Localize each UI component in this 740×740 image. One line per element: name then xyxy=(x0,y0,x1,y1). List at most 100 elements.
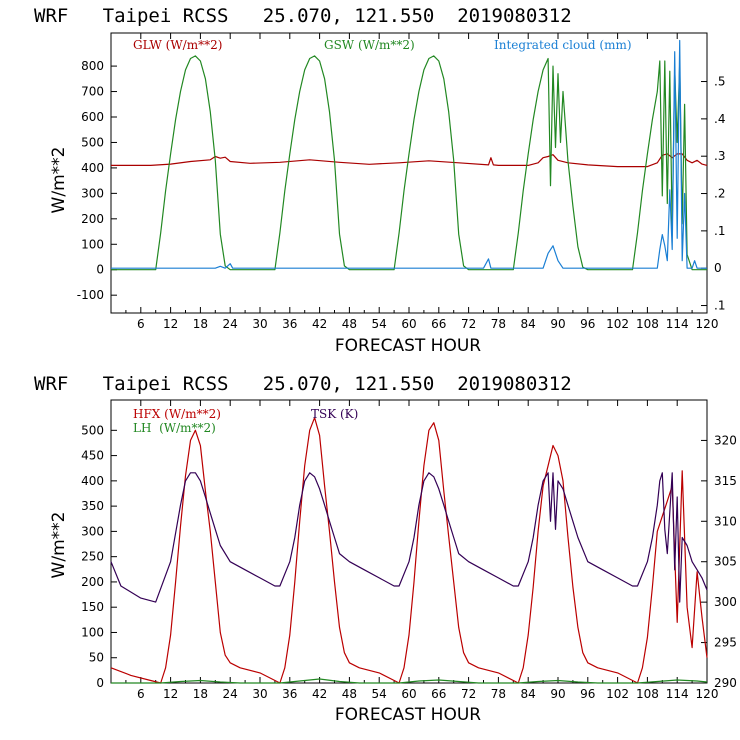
x-tick-label: 54 xyxy=(372,687,387,701)
x-tick-label: 60 xyxy=(401,687,416,701)
chart-2-legend-tsk: TSK (K) xyxy=(311,407,358,421)
x-tick-label: 24 xyxy=(223,317,238,331)
y2-tick-label: 315 xyxy=(714,474,737,488)
x-tick-label: 66 xyxy=(431,687,446,701)
chart-1-x-label: FORECAST HOUR xyxy=(335,336,481,356)
x-tick-label: 114 xyxy=(666,317,689,331)
chart-1-series xyxy=(111,39,708,271)
x-tick-label: 84 xyxy=(521,687,536,701)
x-tick-label: 120 xyxy=(696,317,719,331)
y2-tick-label: .1 xyxy=(714,224,725,238)
x-tick-label: 102 xyxy=(606,317,629,331)
chart-2-y-label: W/m**2 xyxy=(49,512,69,579)
y-tick-label: 700 xyxy=(81,85,104,99)
chart-1-y-axis: -100 0 100 200 300 400 500 600 700 800 xyxy=(77,59,117,302)
x-tick-label: 12 xyxy=(163,317,178,331)
x-tick-label: 78 xyxy=(491,317,506,331)
x-tick-label: 12 xyxy=(163,687,178,701)
y-tick-label: 150 xyxy=(81,600,104,614)
y2-tick-label: .2 xyxy=(714,187,725,201)
chart-2-y2-axis: 290 295 300 305 310 315 320 xyxy=(701,433,737,690)
y-tick-label: 300 xyxy=(81,524,104,538)
x-tick-label: 108 xyxy=(636,317,659,331)
x-tick-label: 120 xyxy=(696,687,719,701)
x-tick-label: 18 xyxy=(193,687,208,701)
chart-2-y-axis: 0 50 100 150 200 250 300 350 400 450 500 xyxy=(81,423,117,690)
y2-tick-label: 295 xyxy=(714,636,737,650)
x-tick-label: 96 xyxy=(580,687,595,701)
series-line-integrated-cloud-mm xyxy=(111,39,707,269)
x-tick-label: 102 xyxy=(606,687,629,701)
chart-2-legend-lh: LH (W/m**2) xyxy=(133,421,216,435)
y-tick-label: -100 xyxy=(77,288,104,302)
chart-1-legend-gsw: GSW (W/m**2) xyxy=(324,38,415,52)
y-tick-label: 400 xyxy=(81,161,104,175)
y-tick-label: 350 xyxy=(81,499,104,513)
chart-1-legend-cloud: Integrated cloud (mm) xyxy=(494,38,632,52)
y2-tick-label: .4 xyxy=(714,112,725,126)
x-tick-label: 66 xyxy=(431,317,446,331)
y-tick-label: 0 xyxy=(96,263,104,277)
series-line-lh-w-m xyxy=(111,678,708,684)
chart-1-plot-frame xyxy=(110,32,708,314)
x-tick-label: 6 xyxy=(137,687,145,701)
x-tick-label: 36 xyxy=(282,317,297,331)
x-tick-label: 30 xyxy=(252,687,267,701)
x-tick-label: 114 xyxy=(666,687,689,701)
series-line-gsw-w-m xyxy=(111,55,707,271)
x-tick-label: 96 xyxy=(580,317,595,331)
chart-2-x-label: FORECAST HOUR xyxy=(335,705,481,725)
chart-2-legend-hfx: HFX (W/m**2) xyxy=(133,407,221,421)
x-tick-label: 42 xyxy=(312,317,327,331)
x-tick-label: 108 xyxy=(636,687,659,701)
x-tick-label: 90 xyxy=(550,687,565,701)
x-tick-label: 48 xyxy=(342,317,357,331)
chart-1-x-axis: 6 12 18 24 30 36 42 48 54 60 66 72 78 84 90 96 102 108 114… xyxy=(125,33,719,331)
x-tick-label: 84 xyxy=(521,317,536,331)
y2-tick-label: .5 xyxy=(714,75,725,89)
y-tick-label: 800 xyxy=(81,59,104,73)
chart-1-y2-axis: .1 0 .1 .2 .3 .4 .5 xyxy=(701,75,725,313)
y-tick-label: 200 xyxy=(81,212,104,226)
y-tick-label: 50 xyxy=(89,651,104,665)
series-line-hfx-w-m xyxy=(110,417,708,684)
y-tick-label: 450 xyxy=(81,449,104,463)
y2-tick-label: 300 xyxy=(714,595,737,609)
chart-1-title: WRF Taipei RCSS 25.070, 121.550 20190803… xyxy=(34,5,572,27)
y2-tick-label: 320 xyxy=(714,433,737,447)
chart-2-series xyxy=(110,417,708,684)
chart-2-title: WRF Taipei RCSS 25.070, 121.550 20190803… xyxy=(34,373,572,395)
y-tick-label: 200 xyxy=(81,575,104,589)
chart-2: WRF Taipei RCSS 25.070, 121.550 20190803… xyxy=(34,373,737,725)
y2-tick-label: 290 xyxy=(714,676,737,690)
x-tick-label: 48 xyxy=(342,687,357,701)
y-tick-label: 0 xyxy=(96,676,104,690)
x-tick-label: 6 xyxy=(137,317,145,331)
x-tick-label: 72 xyxy=(461,317,476,331)
x-tick-label: 60 xyxy=(401,317,416,331)
chart-2-x-axis: 6 12 18 24 30 36 42 48 54 60 66 72 78 84 90 96 102 108 114… xyxy=(125,400,719,701)
chart-1-y-label: W/m**2 xyxy=(49,147,69,214)
y2-tick-label: .3 xyxy=(714,149,725,163)
y-tick-label: 100 xyxy=(81,237,104,251)
x-tick-label: 90 xyxy=(550,317,565,331)
y-tick-label: 500 xyxy=(81,135,104,149)
y-tick-label: 300 xyxy=(81,186,104,200)
series-line-tsk-k xyxy=(110,472,708,603)
chart-1-legend-glw: GLW (W/m**2) xyxy=(133,38,222,52)
y-tick-label: 500 xyxy=(81,423,104,437)
y2-tick-label: 0 xyxy=(714,261,722,275)
x-tick-label: 42 xyxy=(312,687,327,701)
y2-tick-label: 305 xyxy=(714,555,737,569)
y2-tick-label: .1 xyxy=(714,299,725,313)
y-tick-label: 600 xyxy=(81,110,104,124)
y-tick-label: 400 xyxy=(81,474,104,488)
x-tick-label: 36 xyxy=(282,687,297,701)
y-tick-label: 100 xyxy=(81,625,104,639)
chart-2-plot-frame xyxy=(110,399,708,684)
x-tick-label: 72 xyxy=(461,687,476,701)
x-tick-label: 30 xyxy=(252,317,267,331)
chart-1: WRF Taipei RCSS 25.070, 121.550 20190803… xyxy=(34,5,725,356)
x-tick-label: 54 xyxy=(372,317,387,331)
